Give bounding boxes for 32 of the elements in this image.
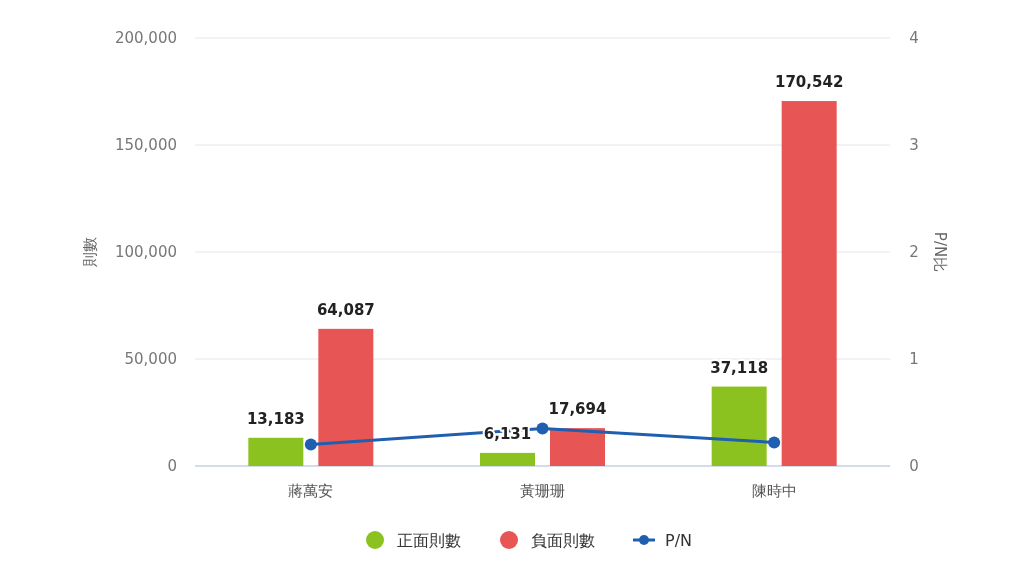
x-tick-label: 蔣萬安 <box>288 482 334 500</box>
data-label: 13,183 <box>246 409 305 428</box>
x-tick-label: 陳時中 <box>751 482 797 500</box>
data-label: 17,694 <box>548 400 607 419</box>
point <box>536 422 549 435</box>
y2-tick-label: 4 <box>909 29 919 47</box>
bar <box>711 386 767 466</box>
y2-axis-title: P/N比 <box>931 231 949 273</box>
legend-label: 負面則數 <box>531 531 595 550</box>
y-tick-label: 0 <box>167 457 177 475</box>
bar <box>781 101 837 466</box>
point <box>768 436 781 449</box>
y-tick-label: 150,000 <box>114 136 177 154</box>
bar <box>248 437 304 466</box>
bar <box>550 428 605 466</box>
y2-tick-label: 3 <box>909 136 919 154</box>
point <box>304 438 317 451</box>
data-label: 170,542 <box>775 73 844 92</box>
x-tick-label: 黃珊珊 <box>520 482 565 500</box>
y2-tick-label: 2 <box>909 243 919 261</box>
y2-tick-label: 1 <box>909 350 919 368</box>
y-tick-label: 50,000 <box>124 350 177 368</box>
data-label: 64,087 <box>316 300 375 319</box>
bar <box>318 328 374 466</box>
legend-label: 正面則數 <box>397 531 461 550</box>
data-label: 37,118 <box>710 358 769 377</box>
bar <box>480 452 535 466</box>
y-axis-title: 則數 <box>81 237 99 267</box>
legend-label: P/N <box>665 531 693 550</box>
y-tick-label: 100,000 <box>114 243 177 261</box>
y-tick-label: 200,000 <box>114 29 177 47</box>
y2-tick-label: 0 <box>909 457 919 475</box>
